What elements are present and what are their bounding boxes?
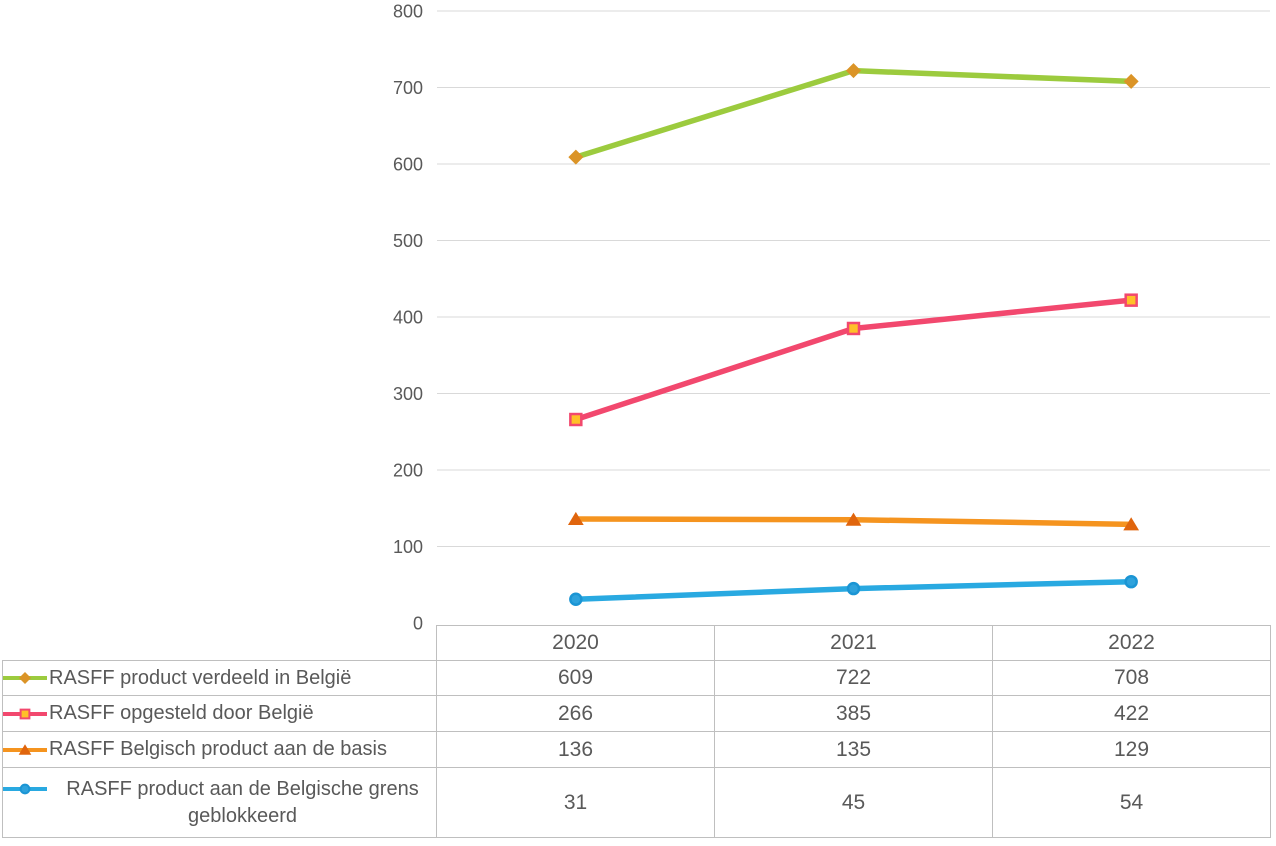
- diamond-marker: [568, 149, 584, 165]
- year-header-row: 2020 2021 2022: [3, 625, 1271, 661]
- value-cell: 722: [714, 660, 993, 696]
- series-name: RASFF opgesteld door België: [49, 702, 314, 724]
- y-tick-label: 500: [393, 231, 423, 251]
- y-tick-label: 100: [393, 537, 423, 557]
- year-header: 2020: [436, 625, 715, 661]
- diamond-marker: [19, 672, 31, 684]
- square-marker: [1124, 293, 1138, 307]
- square-marker: [19, 708, 31, 719]
- table-row: RASFF Belgisch product aan de basis 136 13…: [2, 731, 1271, 768]
- value-cell: 609: [436, 660, 715, 696]
- circle-marker: [846, 581, 861, 596]
- chart-data-table: 2020 2021 2022 RASFF product verdeeld in B…: [2, 625, 1271, 838]
- year-header: 2022: [992, 625, 1271, 661]
- value-cell: 136: [436, 731, 715, 768]
- table-row: RASFF product aan de Belgische grens geb…: [2, 767, 1271, 838]
- legend-key-icon: [3, 672, 47, 684]
- series-3: [569, 574, 1138, 607]
- value-cell: 708: [992, 660, 1271, 696]
- value-cell: 266: [436, 695, 715, 732]
- triangle-marker: [845, 512, 862, 526]
- value-cell: 135: [714, 731, 993, 768]
- y-tick-label: 200: [393, 460, 423, 480]
- series-2: [567, 511, 1140, 531]
- y-tick-label: 600: [393, 154, 423, 174]
- y-tick-label: 0: [413, 613, 423, 633]
- series-label-cell: RASFF opgesteld door België: [2, 695, 437, 732]
- triangle-marker: [18, 743, 32, 755]
- series-label-cell: RASFF product aan de Belgische grens geb…: [2, 767, 437, 838]
- series-line: [573, 297, 1134, 423]
- legend-key-icon: [3, 783, 47, 794]
- value-cell: 31: [436, 767, 715, 838]
- series-0: [568, 63, 1139, 165]
- square-marker: [846, 321, 861, 336]
- y-tick-label: 400: [393, 307, 423, 327]
- table-row: RASFF product verdeeld in België 609 722 70…: [2, 660, 1271, 696]
- data-table-body: RASFF product verdeeld in België 609 722 70…: [2, 660, 1271, 838]
- table-row: RASFF opgesteld door België 266 385 422: [2, 695, 1271, 732]
- y-tick-label: 700: [393, 78, 423, 98]
- circle-marker: [1124, 574, 1138, 589]
- series-1: [569, 293, 1138, 427]
- triangle-marker: [567, 511, 584, 525]
- circle-marker: [19, 783, 31, 794]
- table-corner-cell: [3, 626, 437, 661]
- value-cell: 385: [714, 695, 993, 732]
- series-label-cell: RASFF product verdeeld in België: [2, 660, 437, 696]
- value-cell: 129: [992, 731, 1271, 768]
- value-cell: 422: [992, 695, 1271, 732]
- value-cell: 54: [992, 767, 1271, 838]
- y-tick-label: 300: [393, 384, 423, 404]
- y-tick-label: 800: [393, 1, 423, 21]
- year-header: 2021: [714, 625, 993, 661]
- legend-key-icon: [3, 743, 47, 755]
- data-table-header: 2020 2021 2022: [3, 625, 1271, 661]
- legend-key-icon: [3, 708, 47, 719]
- series-name: RASFF product verdeeld in België: [49, 666, 352, 689]
- series-label-cell: RASFF Belgisch product aan de basis: [2, 731, 437, 768]
- diamond-marker: [1123, 73, 1139, 89]
- series-name: RASFF Belgisch product aan de basis: [49, 738, 387, 760]
- y-axis-tick-labels: 0 100 200 300 400 500 600 700 800: [393, 1, 423, 633]
- triangle-marker: [1123, 517, 1140, 531]
- value-cell: 45: [714, 767, 993, 838]
- series-name: RASFF product aan de Belgische grens geb…: [66, 777, 419, 827]
- series-line: [573, 67, 1134, 160]
- circle-marker: [569, 592, 583, 607]
- square-marker: [569, 412, 583, 427]
- gridlines: [437, 10, 1270, 547]
- diamond-marker: [846, 63, 861, 79]
